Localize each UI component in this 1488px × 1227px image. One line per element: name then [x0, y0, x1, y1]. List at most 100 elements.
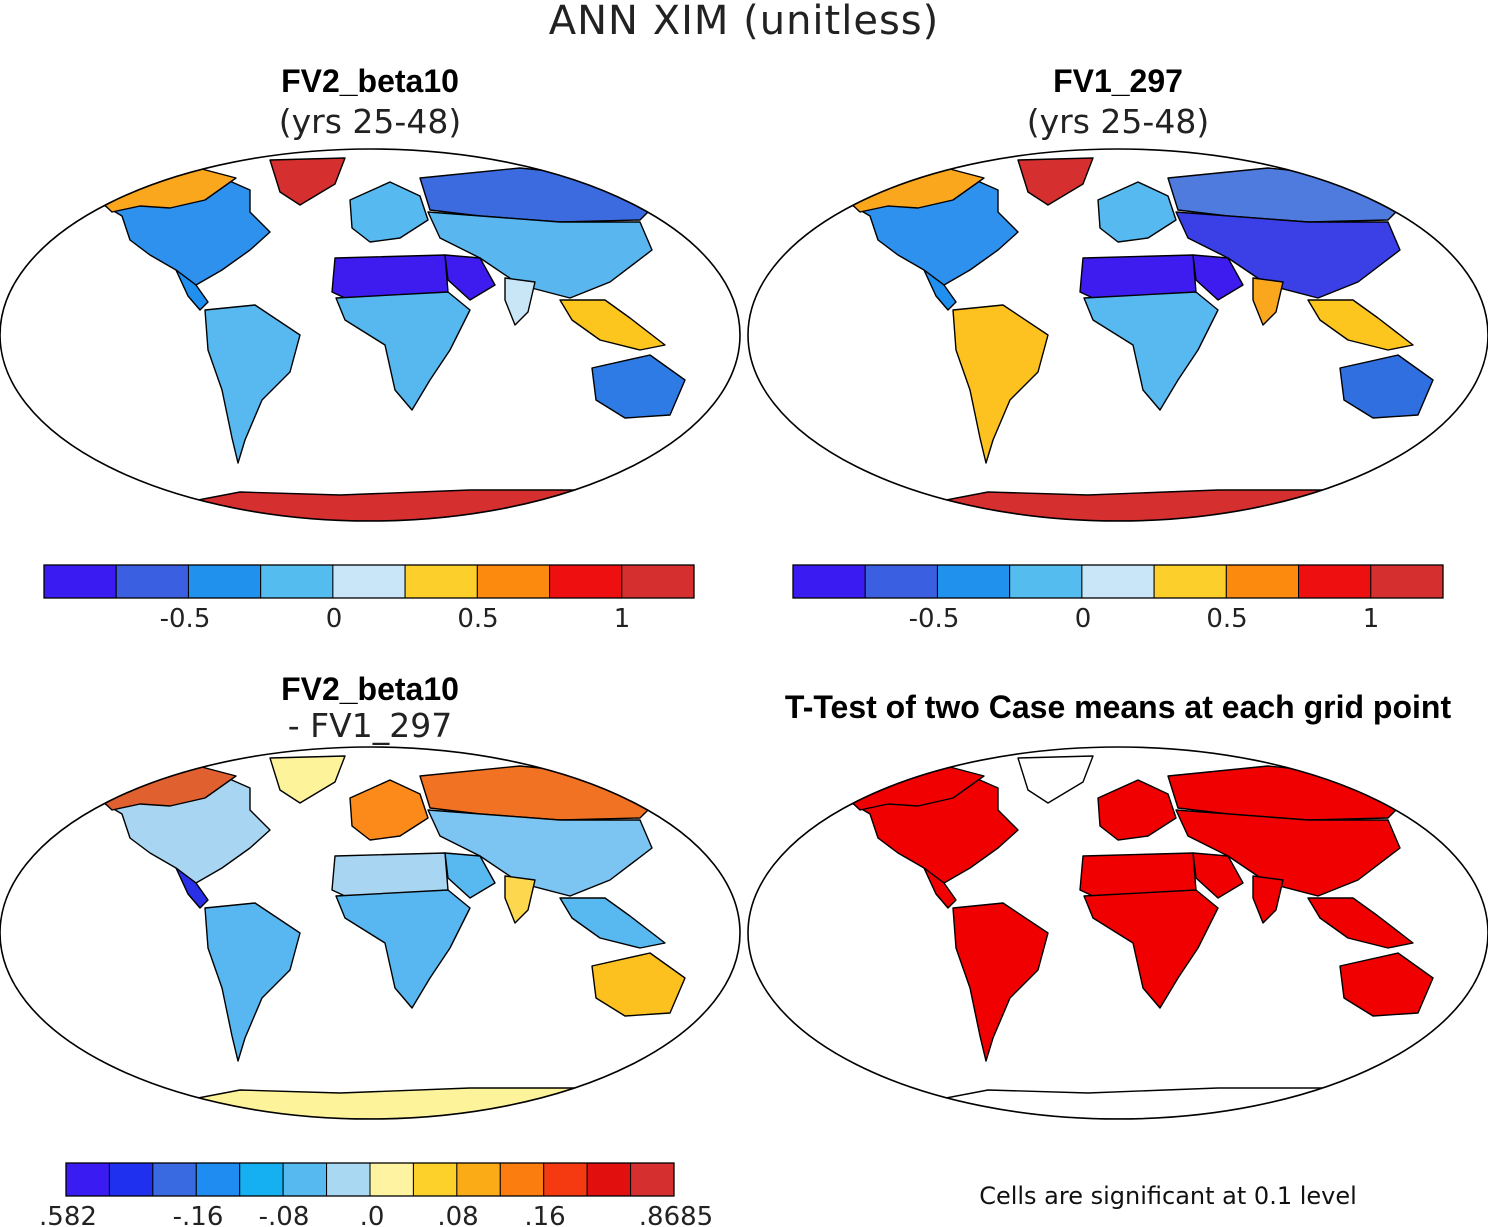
- colorbar-swatch: [864, 564, 938, 599]
- region-greenland: [1017, 755, 1094, 804]
- map: [0, 746, 741, 1120]
- region-africa: [335, 889, 471, 1009]
- colorbar-swatch: [1081, 564, 1155, 599]
- region-australia: [591, 354, 686, 419]
- region-south_america: [204, 304, 301, 464]
- colorbar: -0.5 0 0.5 1: [792, 564, 1444, 634]
- colorbar-swatch: [936, 564, 1011, 599]
- panel-top-left: FV2_beta10 (yrs 25-48): [0, 63, 741, 522]
- colorbar-tick-label: .0: [360, 1202, 385, 1227]
- colorbar-swatch: [499, 1162, 545, 1197]
- colorbar-swatch: [43, 564, 117, 599]
- region-middle_east: [444, 254, 496, 301]
- colorbar-swatch: [1370, 564, 1444, 599]
- colorbar-swatch: [195, 1162, 241, 1197]
- panel-title: T-Test of two Case means at each grid po…: [785, 689, 1452, 725]
- region-india: [1252, 875, 1284, 924]
- panel-title: FV2_beta10: [281, 671, 459, 707]
- panel-top-right: FV1_297 (yrs 25-48): [747, 63, 1488, 522]
- colorbar-tick-label: -0.5: [909, 604, 960, 634]
- colorbar-swatch: [621, 564, 695, 599]
- region-central_america: [175, 269, 209, 311]
- colorbar-swatch: [326, 1162, 371, 1197]
- colorbar-swatch: [1009, 564, 1083, 599]
- colorbar-swatch: [282, 1162, 328, 1197]
- colorbar-swatch: [65, 1162, 110, 1197]
- panel-bottom-right: T-Test of two Case means at each grid po…: [747, 689, 1488, 1120]
- colorbar-swatch: [187, 564, 262, 599]
- region-europe: [1097, 181, 1177, 243]
- colorbar-tick-label: -0.5: [160, 604, 211, 634]
- region-asia: [427, 211, 653, 299]
- colorbar-swatch: [115, 564, 189, 599]
- region-se_asia: [1307, 299, 1414, 351]
- colorbar-swatch: [1153, 564, 1227, 599]
- region-middle_east: [1192, 852, 1244, 899]
- map-frame: [0, 148, 741, 522]
- region-india: [1252, 277, 1284, 326]
- region-se_asia: [1307, 897, 1414, 949]
- region-central_america: [923, 867, 957, 909]
- colorbar-swatch: [152, 1162, 197, 1197]
- colorbar-tick-label: -.16: [173, 1202, 224, 1227]
- region-africa: [1083, 291, 1219, 411]
- region-south_america: [952, 304, 1049, 464]
- colorbar-tick-label: 0: [326, 604, 343, 634]
- map: [0, 148, 741, 522]
- colorbar-swatch: [239, 1162, 284, 1197]
- colorbar-tick-label: 0.5: [1206, 604, 1247, 634]
- region-middle_east: [444, 852, 496, 899]
- colorbar-tick-label: -.08: [259, 1202, 310, 1227]
- region-asia: [1175, 211, 1401, 299]
- significance-note: Cells are significant at 0.1 level: [979, 1182, 1357, 1210]
- panel-title: FV2_beta10: [281, 63, 459, 99]
- region-india: [504, 875, 536, 924]
- region-se_asia: [559, 897, 666, 949]
- region-australia: [1339, 952, 1434, 1017]
- region-asia: [1175, 809, 1401, 897]
- region-south_america: [204, 902, 301, 1062]
- map-frame: [747, 148, 1488, 522]
- map-frame: [747, 746, 1488, 1120]
- colorbar-tick-label: .582: [39, 1202, 97, 1227]
- colorbar-swatch: [1298, 564, 1372, 599]
- region-europe: [349, 181, 429, 243]
- colorbar: .582 -.16 -.08 .0 .08 .16 .8685: [39, 1162, 713, 1227]
- colorbar-swatch: [412, 1162, 458, 1197]
- region-greenland: [269, 755, 346, 804]
- colorbar-swatch: [1225, 564, 1300, 599]
- colorbar-tick-label: 0: [1075, 604, 1092, 634]
- region-greenland: [1017, 157, 1094, 206]
- colorbar-tick-label: 0.5: [457, 604, 498, 634]
- colorbar-tick-label: .8685: [639, 1202, 713, 1227]
- colorbar-swatch: [332, 564, 406, 599]
- colorbar-swatch: [476, 564, 551, 599]
- region-asia: [427, 809, 653, 897]
- region-se_asia: [559, 299, 666, 351]
- colorbar: -0.5 0 0.5 1: [43, 564, 695, 634]
- figure-title: ANN XIM (unitless): [549, 0, 939, 44]
- colorbar-swatch: [404, 564, 478, 599]
- colorbar-tick-label: .16: [524, 1202, 565, 1227]
- panel-title: FV1_297: [1053, 63, 1183, 99]
- panel-bottom-left: FV2_beta10 - FV1_297: [0, 671, 741, 1120]
- region-africa: [335, 291, 471, 411]
- colorbar-swatch: [792, 564, 866, 599]
- region-africa: [1083, 889, 1219, 1009]
- region-europe: [1097, 779, 1177, 841]
- map: [747, 746, 1488, 1120]
- colorbar-swatch: [369, 1162, 414, 1197]
- colorbar-swatch: [543, 1162, 588, 1197]
- panel-subtitle: (yrs 25-48): [1027, 102, 1209, 141]
- colorbar-swatch: [456, 1162, 501, 1197]
- colorbar-swatch: [260, 564, 334, 599]
- region-central_america: [175, 867, 209, 909]
- region-australia: [1339, 354, 1434, 419]
- region-central_america: [923, 269, 957, 311]
- colorbar-tick-label: .08: [437, 1202, 478, 1227]
- region-greenland: [269, 157, 346, 206]
- region-australia: [591, 952, 686, 1017]
- colorbar-swatch: [549, 564, 623, 599]
- region-middle_east: [1192, 254, 1244, 301]
